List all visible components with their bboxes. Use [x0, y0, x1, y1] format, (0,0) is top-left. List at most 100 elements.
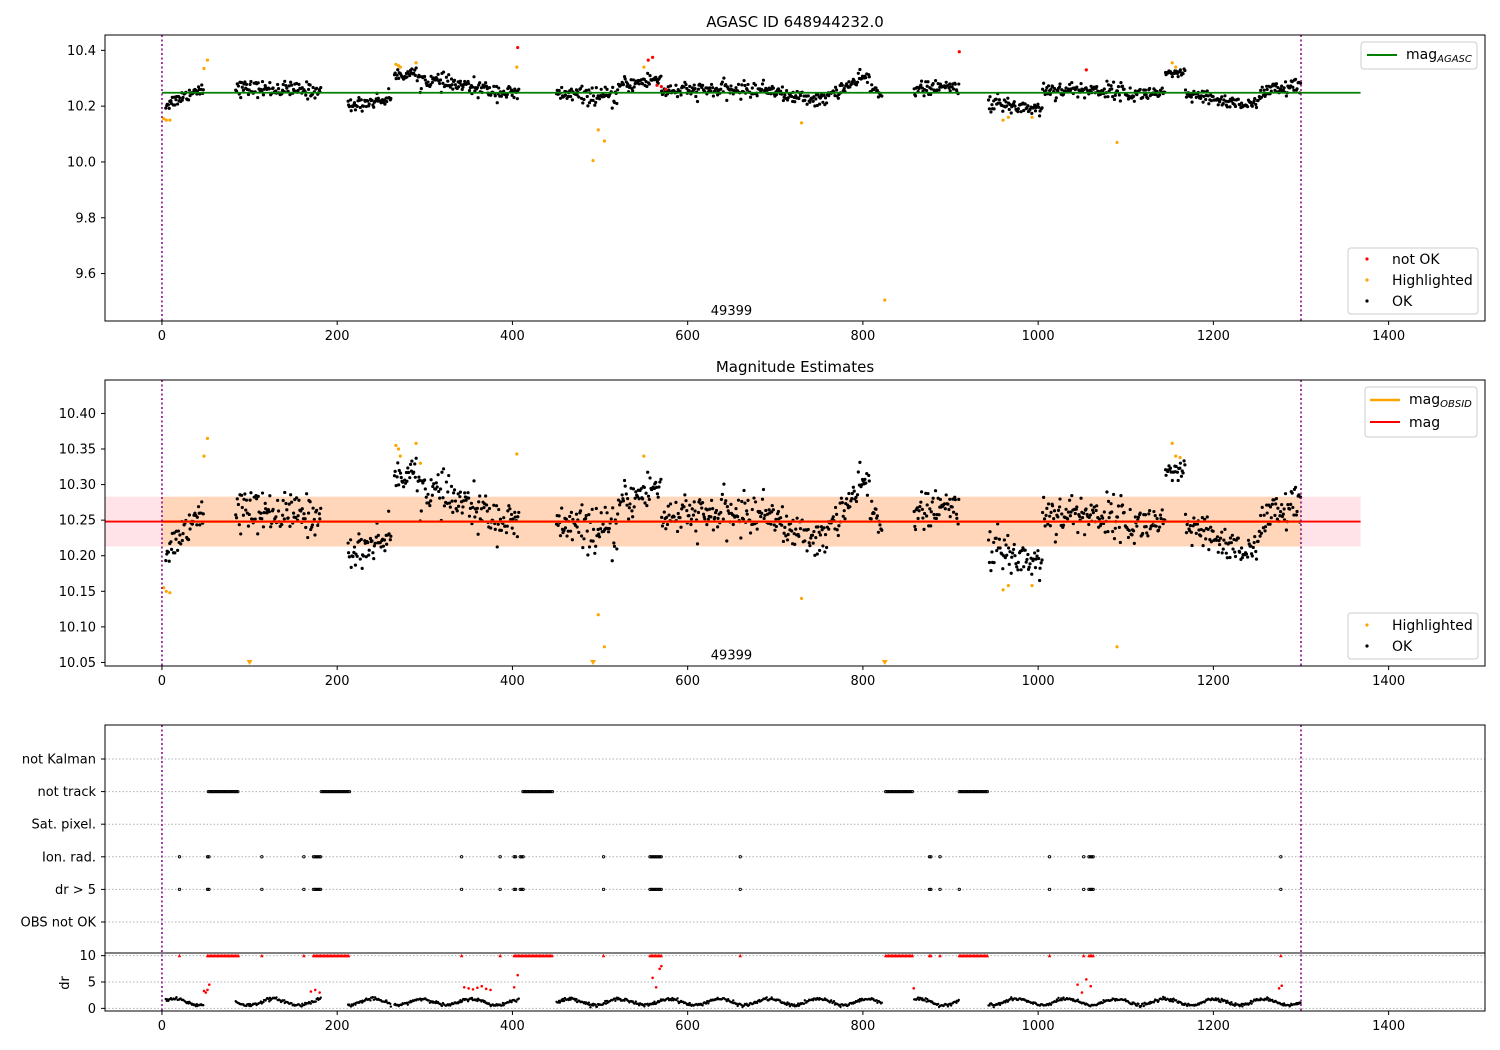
ok-point: [1273, 513, 1277, 517]
ok-point: [845, 497, 849, 501]
ok-point: [269, 525, 273, 529]
ok-point: [452, 488, 457, 492]
ok-point: [438, 81, 442, 86]
x-tick-label: 400: [500, 1019, 525, 1034]
ok-point: [658, 480, 662, 484]
ok-point: [784, 534, 788, 538]
ok-point: [1029, 556, 1033, 560]
ok-point: [1150, 524, 1154, 528]
ok-point: [591, 94, 596, 98]
ok-point: [648, 476, 652, 480]
ok-point: [948, 515, 952, 519]
ok-point: [955, 516, 959, 520]
ok-point: [510, 93, 514, 97]
ok-point: [811, 541, 815, 545]
ok-point: [919, 83, 923, 87]
ok-point: [742, 78, 746, 83]
not-ok-point: [516, 45, 520, 50]
ok-point: [675, 529, 680, 534]
ok-point: [587, 513, 591, 517]
ok-point: [556, 523, 560, 527]
ok-point: [315, 86, 319, 90]
ok-point: [1113, 526, 1117, 530]
ok-point: [625, 503, 629, 507]
ok-point: [305, 80, 309, 84]
ok-point: [1144, 524, 1148, 529]
ok-point: [397, 483, 401, 487]
ok-point: [422, 74, 427, 79]
dr-point: [575, 997, 578, 1001]
ok-point: [1217, 539, 1221, 543]
ok-point: [239, 493, 244, 497]
ok-point: [1218, 542, 1222, 547]
ok-point: [1043, 92, 1047, 97]
flag-marker: [549, 789, 553, 794]
x-tick-label: 600: [675, 1019, 700, 1034]
highlighted-legend-label: Highlighted: [1392, 273, 1473, 289]
ok-point: [816, 525, 820, 529]
ok-point: [1105, 490, 1109, 494]
dr-axis-label: dr: [58, 976, 73, 990]
ok-point: [1268, 522, 1272, 526]
flag-marker: [521, 887, 525, 892]
ok-point: [201, 512, 205, 516]
ok-point: [1132, 99, 1136, 103]
highlighted-point: [168, 118, 172, 122]
ok-point: [774, 517, 778, 521]
ok-point: [1178, 68, 1182, 72]
highlighted-point: [515, 452, 519, 456]
ok-point: [174, 98, 178, 102]
dr-high-point: [467, 987, 470, 990]
dr-point: [788, 1002, 791, 1005]
ok-point: [1016, 107, 1020, 111]
agasc-obsid-annotation: 49399: [711, 304, 752, 319]
ok-point: [1103, 95, 1107, 99]
ok-point: [1191, 524, 1195, 528]
ok-point: [633, 496, 637, 500]
ok-point: [689, 517, 694, 521]
ok-point: [1011, 551, 1015, 555]
ok-point: [628, 502, 632, 506]
ok-point: [688, 503, 692, 507]
ok-point: [822, 526, 826, 530]
ok-point: [313, 533, 317, 537]
ok-point: [1016, 568, 1020, 572]
flag-marker: [318, 887, 323, 892]
ok-point: [822, 93, 826, 97]
dr-point: [202, 1004, 205, 1007]
ok-point: [423, 78, 427, 82]
ok-point: [1031, 557, 1036, 561]
ok-point: [423, 487, 427, 491]
ok-point: [711, 86, 715, 90]
ok-point: [1007, 107, 1011, 112]
ok-point: [568, 514, 572, 519]
ok-point: [919, 79, 924, 83]
ok-point: [1256, 539, 1260, 543]
ok-point: [739, 536, 743, 540]
ok-point: [1070, 80, 1074, 85]
dr-point: [917, 998, 921, 1001]
x-tick-label: 1400: [1372, 329, 1405, 344]
ok-point: [410, 459, 414, 463]
ok-point: [188, 527, 192, 531]
dr-point: [916, 996, 920, 999]
ok-point: [412, 470, 416, 474]
ok-point: [271, 507, 275, 511]
ok-point: [776, 87, 781, 91]
flag-marker: [1047, 887, 1052, 892]
ok-point: [1095, 84, 1099, 89]
dr-point: [371, 995, 375, 999]
dr-point: [1060, 999, 1063, 1002]
ok-point: [1024, 560, 1028, 564]
ok-point: [1157, 93, 1162, 97]
ok-point: [308, 83, 312, 87]
obsid-legend-label: magOBSID: [1409, 392, 1472, 410]
ok-point: [260, 79, 265, 84]
ok-point: [771, 86, 775, 90]
ok-point: [596, 527, 600, 532]
ok-point: [484, 494, 488, 498]
highlighted-point: [394, 443, 398, 448]
ok-point: [740, 83, 744, 87]
ok-point: [780, 523, 784, 527]
